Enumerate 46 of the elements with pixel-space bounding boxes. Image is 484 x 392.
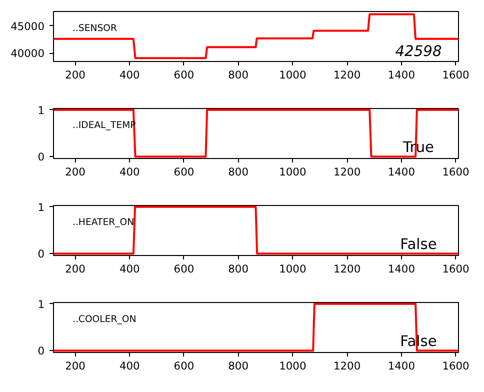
annotation: 42598	[395, 43, 442, 60]
x-tick-label: 1600	[442, 68, 470, 82]
x-tick-label: 1000	[279, 262, 306, 276]
x-tick-label: 1600	[442, 360, 470, 372]
x-tick-label: 200	[65, 68, 86, 82]
y-tick-label: 0	[38, 150, 45, 164]
x-tick-label: 1400	[388, 166, 416, 178]
annotation: ..HEATER_ON	[72, 217, 134, 228]
x-tick-label: 400	[119, 360, 140, 372]
y-tick-label: 45000	[10, 20, 45, 33]
x-tick-label: 600	[174, 360, 194, 372]
x-tick-label: 1000	[279, 68, 306, 82]
annotation: ..COOLER_ON	[72, 314, 136, 325]
x-tick-label: 600	[174, 68, 194, 82]
annotation: ..SENSOR	[72, 23, 118, 34]
x-tick-label: 200	[65, 360, 86, 372]
x-tick-label: 1200	[333, 166, 361, 178]
y-tick-label: 1	[38, 104, 44, 117]
x-tick-label: 1400	[388, 262, 416, 276]
x-tick-label: 800	[228, 166, 249, 178]
x-tick-label: 800	[228, 360, 249, 372]
x-tick-label: 200	[65, 166, 86, 178]
x-tick-label: 600	[174, 262, 194, 276]
x-tick-label: 400	[119, 68, 140, 82]
y-tick-label: 0	[38, 344, 45, 358]
x-tick-label: 800	[228, 262, 249, 276]
x-tick-label: 1600	[442, 166, 470, 178]
y-tick-label: 1	[38, 200, 44, 214]
x-tick-label: 1200	[333, 360, 361, 372]
x-tick-label: 400	[119, 262, 140, 276]
annotation: False	[400, 236, 437, 253]
x-tick-label: 1000	[279, 360, 306, 372]
x-tick-label: 800	[228, 68, 249, 82]
y-tick-label: 40000	[10, 47, 45, 60]
x-tick-label: 200	[65, 262, 86, 276]
x-tick-label: 600	[174, 166, 194, 178]
x-tick-label: 1200	[333, 68, 361, 82]
y-tick-label: 1	[38, 298, 44, 311]
x-tick-label: 1200	[333, 262, 361, 276]
line-series	[54, 13, 458, 60]
x-tick-label: 1000	[279, 166, 306, 178]
x-tick-label: 1600	[442, 262, 470, 276]
x-tick-label: 400	[119, 166, 140, 178]
y-tick-label: 0	[38, 248, 45, 261]
x-tick-label: 1400	[388, 360, 416, 372]
x-tick-label: 1400	[388, 68, 416, 82]
